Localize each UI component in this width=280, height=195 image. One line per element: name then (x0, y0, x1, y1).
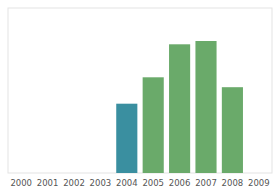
x-tick-label: 2003 (90, 178, 112, 188)
x-tick-label: 2001 (37, 178, 59, 188)
x-tick-label: 2005 (142, 178, 164, 188)
x-tick-label: 2009 (248, 178, 270, 188)
x-tick-label: 2000 (10, 178, 32, 188)
bars (116, 41, 243, 173)
bar (90, 173, 111, 174)
chart-container: 2000 2001 2002 2003 2004 2005 2006 2007 2008 2009 (0, 0, 280, 195)
bar (11, 173, 32, 174)
bar (195, 41, 216, 173)
bar (116, 104, 137, 173)
bar (169, 44, 190, 173)
chart: 2000 2001 2002 2003 2004 2005 2006 2007 2008 2009 (0, 0, 280, 195)
bar (143, 77, 164, 173)
x-tick-label: 2002 (63, 178, 85, 188)
x-tick-label: 2008 (222, 178, 244, 188)
x-tick-label: 2007 (195, 178, 217, 188)
bar (37, 173, 58, 174)
x-tick-label: 2006 (169, 178, 191, 188)
plot-frame (8, 8, 272, 173)
x-tick-label: 2004 (116, 178, 138, 188)
bar (248, 173, 269, 174)
bar (222, 87, 243, 173)
bar (63, 173, 84, 174)
